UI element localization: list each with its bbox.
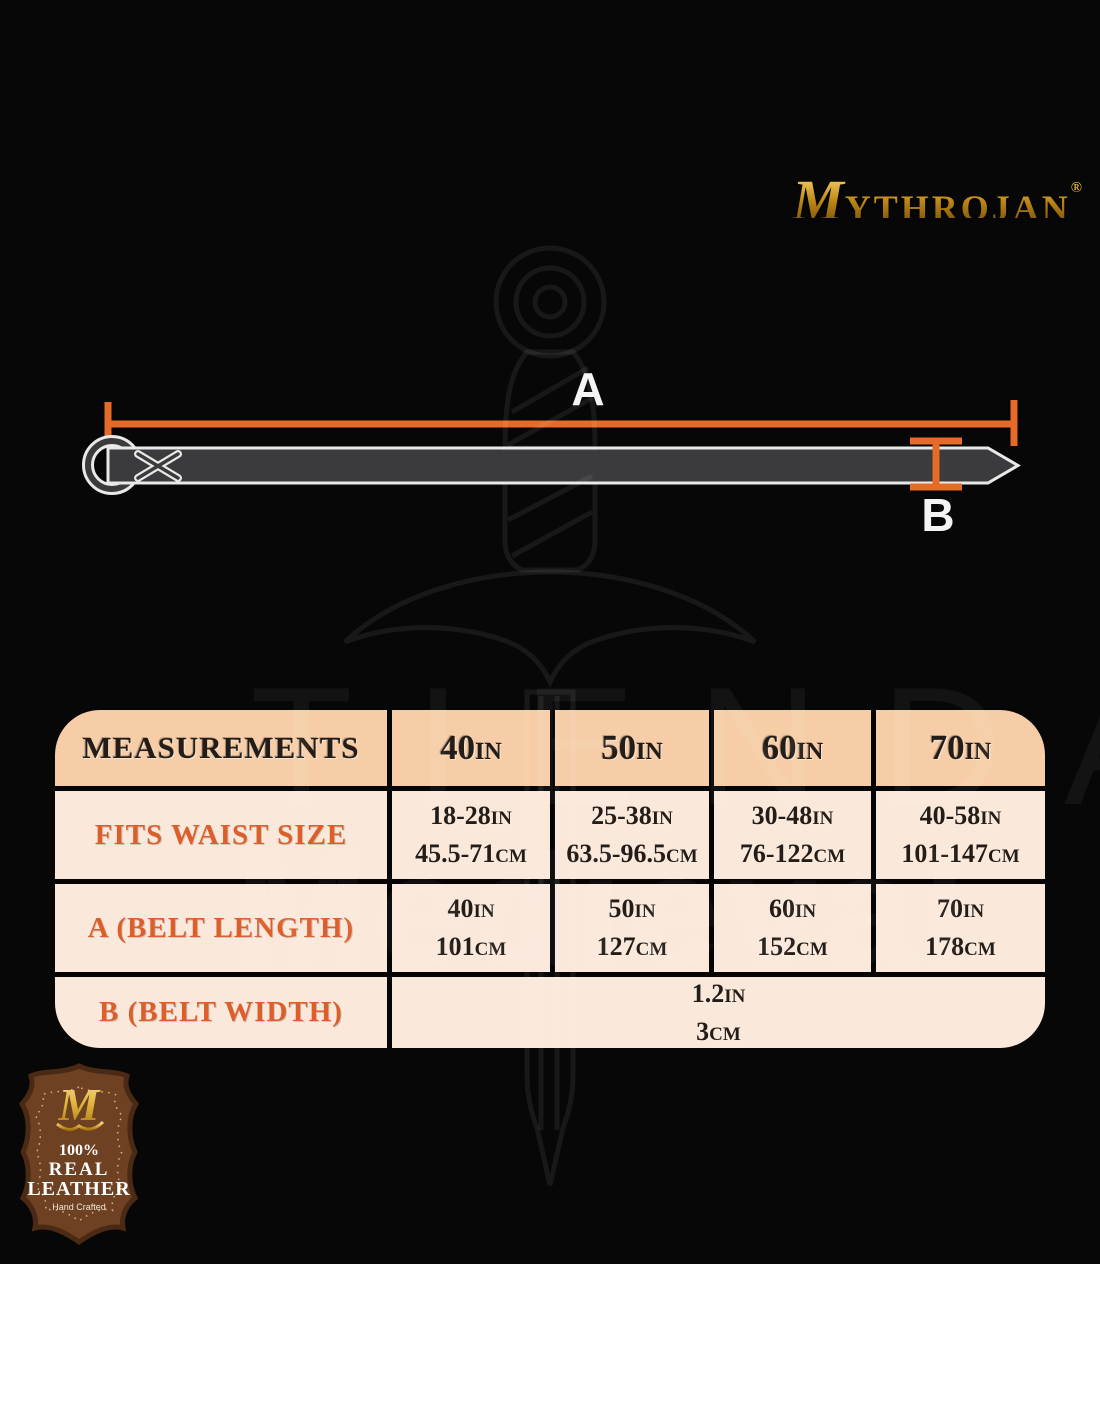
row-label-waist: FITS WAIST SIZE	[55, 791, 387, 879]
measure-b-bracket	[910, 437, 962, 491]
header-size-unit: IN	[636, 739, 663, 765]
row-label-length: A (BELT LENGTH)	[55, 884, 387, 972]
belt-stitch-x-icon	[134, 450, 182, 482]
length-cell-40: 40IN 101CM	[392, 884, 550, 972]
length-cell-60: 60IN 152CM	[714, 884, 871, 972]
badge-crafted: Hand Crafted	[52, 1202, 106, 1212]
table-header-70in: 70IN	[876, 710, 1045, 786]
table-header-50in: 50IN	[555, 710, 709, 786]
width-label-b: B	[921, 489, 955, 541]
waist-cell-60: 30-48IN 76-122CM	[714, 791, 871, 879]
belt-diagram	[82, 400, 1021, 495]
badge-shield-shape	[18, 1063, 140, 1246]
measurements-table: MEASUREMENTS 40IN 50IN 60IN 70IN FITS WA…	[55, 710, 1045, 1048]
length-cell-50: 50IN 127CM	[555, 884, 709, 972]
badge-monogram-flourish	[56, 1120, 105, 1131]
header-size-unit: IN	[475, 739, 502, 765]
header-size-num: 70	[929, 728, 965, 767]
table-header-measurements: MEASUREMENTS	[55, 710, 387, 786]
waist-cell-70: 40-58IN 101-147CM	[876, 791, 1045, 879]
infographic-canvas: MYTHROJAN® A B MEASUREMENTS 40IN	[0, 0, 1100, 1264]
header-size-unit: IN	[964, 739, 992, 765]
header-label: MEASUREMENTS	[82, 730, 360, 765]
length-cell-70: 70IN 178CM	[876, 884, 1045, 972]
length-label-a: A	[571, 363, 605, 415]
badge-leather: LEATHER	[27, 1178, 130, 1200]
header-size-num: 40	[440, 728, 476, 767]
real-leather-badge: M 100% REAL LEATHER Hand Crafted	[18, 1063, 140, 1246]
table-header-40in: 40IN	[392, 710, 550, 786]
header-size-num: 50	[601, 728, 637, 767]
badge-real: REAL	[49, 1159, 110, 1180]
badge-monogram: M	[58, 1079, 102, 1130]
badge-percent: 100%	[59, 1142, 99, 1159]
header-size-unit: IN	[796, 739, 824, 765]
header-size-num: 60	[761, 728, 797, 767]
width-merged-cell: 1.2IN 3CM	[392, 977, 1045, 1048]
table-header-60in: 60IN	[714, 710, 871, 786]
belt-strap	[106, 446, 1021, 485]
waist-cell-40: 18-28IN 45.5-71CM	[392, 791, 550, 879]
waist-cell-50: 25-38IN 63.5-96.5CM	[555, 791, 709, 879]
row-label-width: B (BELT WIDTH)	[55, 977, 387, 1048]
